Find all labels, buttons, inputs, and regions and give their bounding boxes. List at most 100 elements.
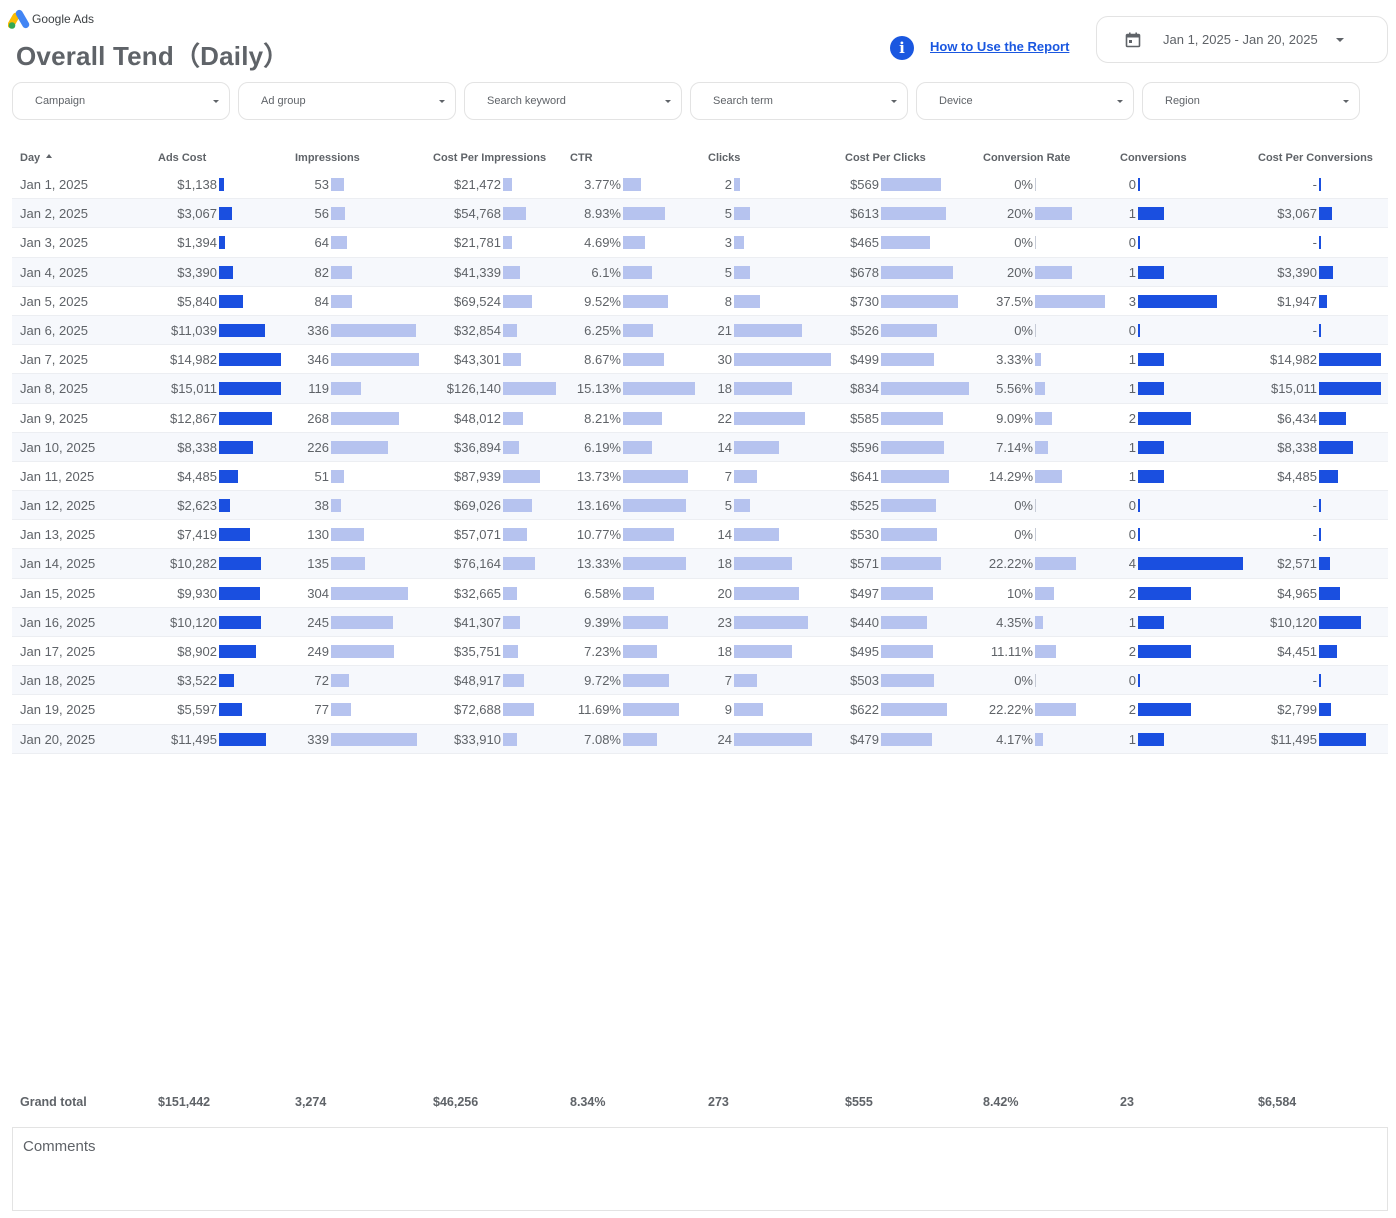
column-header-day[interactable]: Day — [20, 152, 53, 164]
table-row: Jan 18, 2025 $3,522 72 $48,917 9.72% 7 $503 0% 0… — [12, 666, 1388, 696]
filter-campaign[interactable]: Campaign — [12, 82, 230, 120]
bar-cost-per-clicks — [881, 674, 934, 688]
cell-impressions: 82 — [314, 264, 329, 280]
cell-ctr: 9.39% — [584, 614, 621, 630]
bar-cost-per-conversions — [1319, 732, 1366, 746]
cell-conversions: 1 — [1128, 468, 1136, 484]
cell-cost-per-impressions: $36,894 — [454, 439, 501, 455]
bar-conversion-rate — [1035, 265, 1072, 279]
column-header-cost-per-impressions[interactable]: Cost Per Impressions — [433, 152, 546, 164]
cell-conversion-rate: 0% — [1014, 673, 1033, 689]
column-header-cost-per-clicks[interactable]: Cost Per Clicks — [845, 152, 926, 164]
cell-conversions: 0 — [1128, 322, 1136, 338]
column-header-impressions[interactable]: Impressions — [295, 152, 360, 164]
filter-search-term[interactable]: Search term — [690, 82, 908, 120]
bar-ads-cost — [219, 703, 242, 717]
info-icon[interactable]: i — [890, 36, 914, 60]
grand-total-label: Grand total — [20, 1095, 87, 1109]
bar-impressions — [331, 207, 345, 221]
bar-impressions — [331, 265, 352, 279]
bar-ads-cost — [219, 674, 234, 688]
filter-label: Region — [1165, 95, 1200, 107]
cell-conversion-rate: 3.33% — [996, 352, 1033, 368]
cell-clicks: 7 — [724, 468, 732, 484]
cell-cost-per-impressions: $32,665 — [454, 585, 501, 601]
bar-cost-per-impressions — [503, 557, 535, 571]
cell-conversion-rate: 20% — [1006, 206, 1033, 222]
cell-cost-per-conversions: $4,965 — [1277, 585, 1317, 601]
cell-conversions: 0 — [1128, 177, 1136, 192]
bar-ctr — [623, 411, 662, 425]
bar-ads-cost — [219, 353, 281, 367]
cell-ctr: 8.67% — [584, 352, 621, 368]
table-row: Jan 20, 2025 $11,495 339 $33,910 7.08% 24 $479… — [12, 724, 1388, 754]
bar-ctr — [623, 732, 657, 746]
bar-conversion-rate — [1035, 469, 1062, 483]
cell-ctr: 7.08% — [584, 731, 621, 747]
grand-total-cost-per-conversions: $6,584 — [1258, 1095, 1297, 1109]
bar-clicks — [734, 294, 760, 308]
cell-cost-per-conversions: $1,947 — [1277, 293, 1317, 309]
cell-clicks: 3 — [724, 235, 732, 251]
filter-region[interactable]: Region — [1142, 82, 1360, 120]
bar-cost-per-clicks — [881, 294, 958, 308]
grand-total-cost-per-clicks: $555 — [845, 1095, 873, 1109]
bar-ads-cost — [219, 469, 238, 483]
bar-clicks — [734, 732, 812, 746]
bar-ads-cost — [219, 294, 243, 308]
comments-box[interactable]: Comments — [12, 1127, 1388, 1211]
bar-conversions — [1138, 207, 1164, 221]
how-to-use-link[interactable]: How to Use the Report — [930, 39, 1070, 54]
column-header-conversion-rate[interactable]: Conversion Rate — [983, 152, 1070, 164]
table-row: Jan 13, 2025 $7,419 130 $57,071 10.77% 14 $530… — [12, 520, 1388, 550]
cell-ctr: 3.77% — [584, 177, 621, 192]
cell-conversions: 2 — [1128, 644, 1136, 659]
bar-cost-per-impressions — [503, 645, 518, 658]
cell-conversions: 2 — [1128, 585, 1136, 601]
column-header-ctr[interactable]: CTR — [570, 152, 593, 164]
bar-ctr — [623, 586, 654, 600]
table-row: Jan 10, 2025 $8,338 226 $36,894 6.19% 14 $596 7… — [12, 432, 1388, 462]
bar-cost-per-conversions — [1319, 703, 1331, 717]
bar-conversions — [1138, 353, 1164, 367]
column-header-label: Cost Per Conversions — [1258, 152, 1373, 164]
cell-day: Jan 4, 2025 — [20, 264, 88, 280]
cell-clicks: 30 — [717, 352, 732, 368]
column-header-clicks[interactable]: Clicks — [708, 152, 740, 164]
cell-conversion-rate: 0% — [1014, 322, 1033, 338]
filter-device[interactable]: Device — [916, 82, 1134, 120]
cell-conversion-rate: 22.22% — [988, 556, 1033, 572]
bar-cost-per-impressions — [503, 732, 517, 746]
column-header-cost-per-conversions[interactable]: Cost Per Conversions — [1258, 152, 1373, 164]
bar-clicks — [734, 674, 757, 688]
cell-conversion-rate: 7.14% — [996, 439, 1033, 455]
bar-impressions — [331, 557, 365, 571]
cell-ctr: 13.16% — [576, 498, 621, 514]
bar-conversions — [1138, 674, 1140, 688]
cell-cost-per-impressions: $35,751 — [454, 644, 501, 659]
cell-impressions: 245 — [307, 614, 329, 630]
cell-cost-per-conversions: $2,571 — [1277, 556, 1317, 572]
bar-ads-cost — [219, 207, 232, 221]
grand-total-ctr: 8.34% — [570, 1095, 606, 1109]
column-header-ads-cost[interactable]: Ads Cost — [158, 152, 206, 164]
bar-impressions — [331, 382, 361, 396]
bar-cost-per-impressions — [503, 499, 532, 513]
filter-ad-group[interactable]: Ad group — [238, 82, 456, 120]
bar-impressions — [331, 586, 408, 600]
bar-ctr — [623, 323, 653, 337]
column-header-conversions[interactable]: Conversions — [1120, 152, 1187, 164]
bar-clicks — [734, 615, 808, 629]
bar-conversion-rate — [1035, 674, 1036, 688]
cell-cost-per-clicks: $596 — [850, 439, 879, 455]
cell-conversion-rate: 0% — [1014, 177, 1033, 192]
date-range-picker[interactable]: Jan 1, 2025 - Jan 20, 2025 — [1096, 16, 1388, 63]
filter-search-keyword[interactable]: Search keyword — [464, 82, 682, 120]
cell-impressions: 64 — [314, 235, 329, 251]
cell-cost-per-conversions: $11,495 — [1270, 731, 1317, 747]
cell-cost-per-impressions: $57,071 — [454, 527, 501, 543]
cell-impressions: 56 — [314, 206, 329, 222]
bar-ctr — [623, 645, 657, 658]
cell-ctr: 13.73% — [576, 468, 621, 484]
google-ads-icon — [8, 9, 30, 29]
